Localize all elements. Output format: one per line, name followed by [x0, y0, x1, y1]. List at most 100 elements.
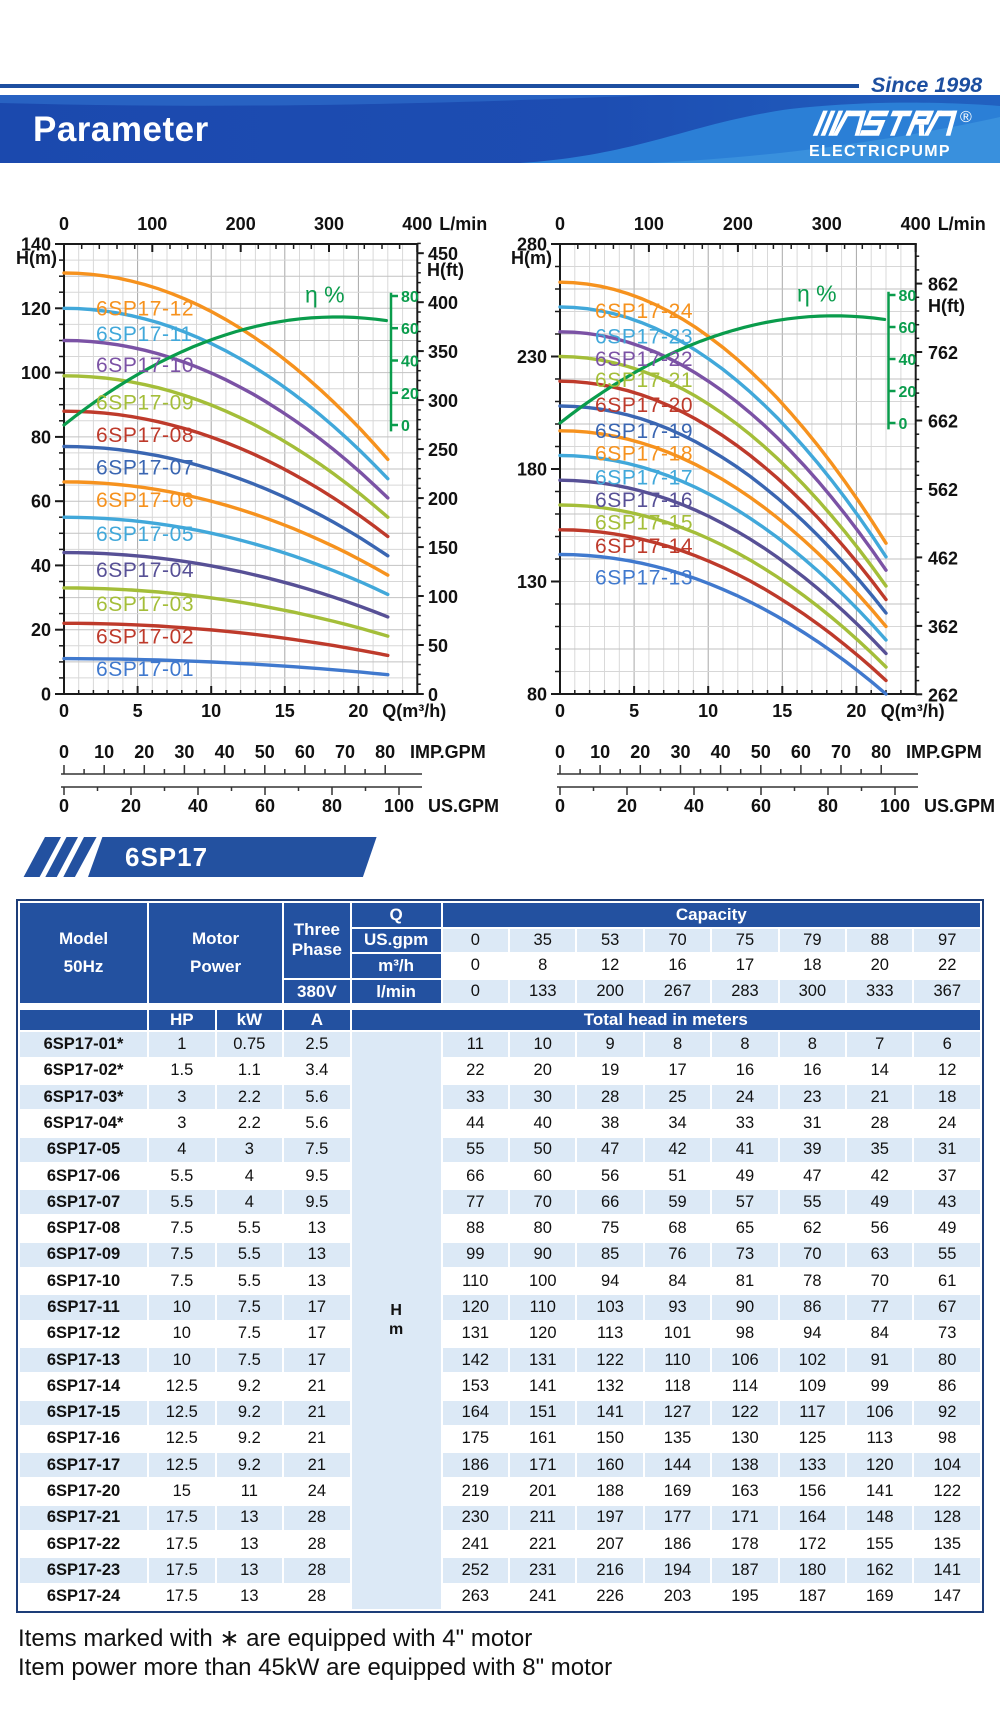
svg-text:20: 20: [617, 796, 637, 816]
svg-text:20: 20: [846, 701, 866, 721]
svg-text:50: 50: [255, 742, 275, 762]
svg-text:130: 130: [517, 572, 547, 592]
svg-text:6SP17: 6SP17: [125, 842, 208, 872]
svg-text:60: 60: [751, 796, 771, 816]
svg-text:100: 100: [428, 587, 458, 607]
svg-text:100: 100: [137, 214, 167, 234]
svg-text:15: 15: [772, 701, 792, 721]
svg-text:US.GPM: US.GPM: [428, 796, 499, 816]
svg-text:10: 10: [590, 742, 610, 762]
svg-text:20: 20: [31, 620, 51, 640]
svg-text:6SP17-21: 6SP17-21: [595, 369, 693, 392]
svg-text:20: 20: [121, 796, 141, 816]
svg-text:20: 20: [401, 386, 419, 403]
svg-text:20: 20: [134, 742, 154, 762]
svg-text:0: 0: [899, 416, 908, 433]
svg-text:400: 400: [402, 214, 432, 234]
svg-text:50: 50: [751, 742, 771, 762]
svg-text:6SP17-08: 6SP17-08: [96, 424, 194, 447]
svg-text:300: 300: [314, 214, 344, 234]
svg-text:0: 0: [401, 418, 410, 435]
svg-text:20: 20: [630, 742, 650, 762]
svg-text:0: 0: [59, 701, 69, 721]
svg-text:15: 15: [275, 701, 295, 721]
svg-text:6SP17-07: 6SP17-07: [96, 457, 194, 480]
svg-text:762: 762: [928, 343, 958, 363]
svg-text:6SP17-04: 6SP17-04: [96, 559, 194, 582]
svg-text:0: 0: [41, 685, 51, 705]
svg-text:100: 100: [634, 214, 664, 234]
svg-text:40: 40: [188, 796, 208, 816]
svg-text:80: 80: [31, 427, 51, 447]
svg-text:120: 120: [21, 299, 51, 319]
svg-text:140: 140: [21, 235, 51, 255]
svg-text:6SP17-15: 6SP17-15: [595, 512, 693, 535]
svg-text:300: 300: [812, 214, 842, 234]
svg-text:6SP17-16: 6SP17-16: [595, 489, 693, 512]
svg-text:40: 40: [31, 556, 51, 576]
svg-text:6SP17-06: 6SP17-06: [96, 489, 194, 512]
svg-text:6SP17-09: 6SP17-09: [96, 392, 194, 415]
svg-text:0: 0: [59, 796, 69, 816]
svg-text:IMP.GPM: IMP.GPM: [410, 742, 486, 762]
svg-text:150: 150: [428, 538, 458, 558]
svg-text:0: 0: [555, 796, 565, 816]
svg-text:0: 0: [555, 214, 565, 234]
svg-text:30: 30: [174, 742, 194, 762]
svg-text:6SP17-17: 6SP17-17: [595, 467, 693, 490]
svg-text:80: 80: [527, 685, 547, 705]
svg-text:40: 40: [899, 352, 917, 369]
svg-text:662: 662: [928, 412, 958, 432]
svg-text:30: 30: [670, 742, 690, 762]
svg-text:η %: η %: [797, 280, 837, 306]
svg-text:40: 40: [215, 742, 235, 762]
svg-text:562: 562: [928, 480, 958, 500]
svg-text:200: 200: [723, 214, 753, 234]
svg-text:80: 80: [375, 742, 395, 762]
svg-text:5: 5: [629, 701, 639, 721]
svg-text:80: 80: [818, 796, 838, 816]
svg-text:80: 80: [899, 288, 917, 305]
svg-text:450: 450: [428, 244, 458, 264]
svg-text:60: 60: [401, 321, 419, 338]
svg-text:0: 0: [59, 214, 69, 234]
svg-text:6SP17-14: 6SP17-14: [595, 535, 693, 558]
svg-text:H(ft): H(ft): [928, 296, 965, 316]
svg-text:80: 80: [322, 796, 342, 816]
svg-text:L/min: L/min: [439, 214, 487, 234]
svg-text:250: 250: [428, 440, 458, 460]
svg-text:6SP17-11: 6SP17-11: [96, 323, 193, 346]
svg-text:6SP17-02: 6SP17-02: [96, 626, 194, 649]
svg-text:6SP17-03: 6SP17-03: [96, 593, 194, 616]
svg-text:0: 0: [555, 742, 565, 762]
svg-text:60: 60: [31, 492, 51, 512]
svg-text:5: 5: [133, 701, 143, 721]
svg-text:280: 280: [517, 235, 547, 255]
svg-text:40: 40: [711, 742, 731, 762]
svg-text:80: 80: [401, 289, 419, 306]
svg-text:6SP17-12: 6SP17-12: [96, 298, 194, 321]
svg-text:70: 70: [831, 742, 851, 762]
svg-text:262: 262: [928, 685, 958, 705]
svg-text:100: 100: [21, 363, 51, 383]
svg-text:6SP17-24: 6SP17-24: [595, 300, 693, 323]
svg-text:6SP17-23: 6SP17-23: [595, 326, 693, 349]
svg-text:230: 230: [517, 347, 547, 367]
svg-text:η %: η %: [305, 281, 345, 307]
svg-text:40: 40: [684, 796, 704, 816]
svg-text:400: 400: [901, 214, 931, 234]
svg-text:180: 180: [517, 460, 547, 480]
svg-text:6SP17-22: 6SP17-22: [595, 348, 693, 371]
svg-text:20: 20: [899, 384, 917, 401]
svg-text:100: 100: [880, 796, 910, 816]
svg-text:US.GPM: US.GPM: [924, 796, 995, 816]
svg-text:50: 50: [428, 636, 448, 656]
svg-text:6SP17-10: 6SP17-10: [96, 354, 194, 377]
svg-text:40: 40: [401, 354, 419, 371]
svg-text:6SP17-13: 6SP17-13: [595, 567, 693, 590]
svg-text:®: ®: [960, 109, 972, 126]
svg-text:462: 462: [928, 548, 958, 568]
svg-text:20: 20: [348, 701, 368, 721]
svg-text:400: 400: [428, 293, 458, 313]
svg-text:60: 60: [255, 796, 275, 816]
